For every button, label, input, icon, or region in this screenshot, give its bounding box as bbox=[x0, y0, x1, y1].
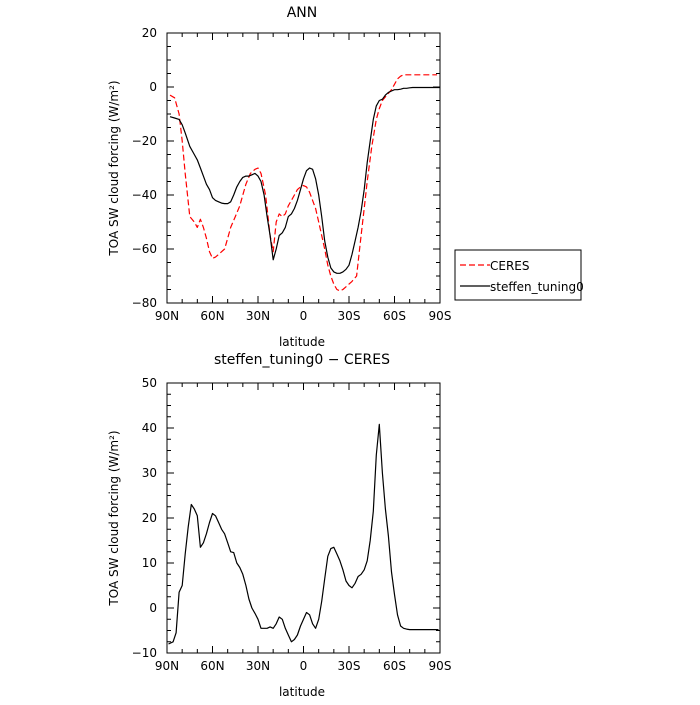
top-ytick-label: 0 bbox=[149, 80, 157, 94]
top-title: ANN bbox=[287, 5, 318, 21]
top-ylabel: TOA SW cloud forcing (W/m²) bbox=[107, 80, 121, 256]
bottom-xtick-label: 30N bbox=[246, 659, 270, 673]
bottom-xtick-label: 0 bbox=[300, 659, 308, 673]
top-xtick-label: 30S bbox=[338, 309, 361, 323]
bottom-title: steffen_tuning0 − CERES bbox=[214, 352, 390, 368]
bottom-xtick-label: 30S bbox=[338, 659, 361, 673]
top-series-steffen-tuning0 bbox=[169, 86, 440, 274]
top-series-ceres bbox=[169, 74, 437, 292]
bottom-xtick-label: 60N bbox=[200, 659, 224, 673]
top-xtick-label: 90N bbox=[155, 309, 179, 323]
top-panel: ANN TOA SW cloud forcing (W/m²) latitude… bbox=[107, 5, 451, 349]
top-xtick-label: 60S bbox=[383, 309, 406, 323]
bottom-xtick-label: 90S bbox=[429, 659, 452, 673]
bottom-plot-frame bbox=[166, 382, 441, 654]
legend-label-steffen: steffen_tuning0 bbox=[490, 280, 584, 294]
bottom-ytick-label: 0 bbox=[149, 601, 157, 615]
bottom-ytick-label: 30 bbox=[142, 466, 157, 480]
bottom-ylabel: TOA SW cloud forcing (W/m²) bbox=[107, 430, 121, 606]
bottom-ytick-label: 40 bbox=[142, 421, 157, 435]
top-ytick-label: −20 bbox=[132, 134, 157, 148]
top-xtick-label: 90S bbox=[429, 309, 452, 323]
top-xtick-label: 60N bbox=[200, 309, 224, 323]
bottom-ytick-label: 10 bbox=[142, 556, 157, 570]
top-plot-frame bbox=[166, 32, 441, 304]
top-xlabel: latitude bbox=[279, 335, 325, 349]
bottom-xlabel: latitude bbox=[279, 685, 325, 699]
top-ytick-label: 20 bbox=[142, 26, 157, 40]
top-ytick-label: −60 bbox=[132, 242, 157, 256]
bottom-xtick-label: 90N bbox=[155, 659, 179, 673]
bottom-ytick-label: −10 bbox=[132, 646, 157, 660]
bottom-xtick-label: 60S bbox=[383, 659, 406, 673]
top-xtick-label: 30N bbox=[246, 309, 270, 323]
legend: CERES steffen_tuning0 bbox=[454, 249, 584, 301]
legend-label-ceres: CERES bbox=[490, 259, 530, 273]
bottom-ytick-label: 20 bbox=[142, 511, 157, 525]
bottom-panel: steffen_tuning0 − CERES TOA SW cloud for… bbox=[107, 352, 451, 699]
legend-box bbox=[454, 249, 582, 301]
bottom-series-difference bbox=[168, 423, 439, 645]
top-ytick-label: −80 bbox=[132, 296, 157, 310]
top-xtick-label: 0 bbox=[300, 309, 308, 323]
bottom-ytick-label: 50 bbox=[142, 376, 157, 390]
top-ytick-label: −40 bbox=[132, 188, 157, 202]
